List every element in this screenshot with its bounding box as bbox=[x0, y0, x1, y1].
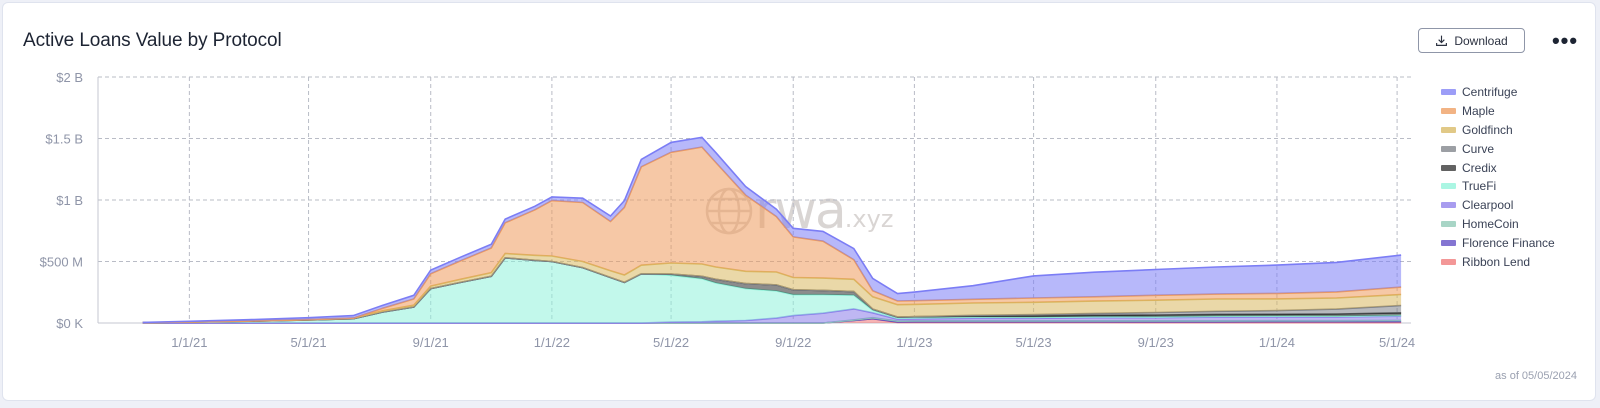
legend-item-ribbon-lend[interactable]: Ribbon Lend bbox=[1441, 252, 1555, 271]
legend-swatch bbox=[1441, 89, 1456, 96]
x-tick-label: 5/1/24 bbox=[1379, 335, 1415, 350]
legend-label: Credix bbox=[1462, 160, 1497, 175]
x-tick-label: 1/1/23 bbox=[896, 335, 932, 350]
legend-swatch bbox=[1441, 258, 1456, 265]
more-options-button[interactable]: ••• bbox=[1552, 30, 1578, 52]
legend-swatch bbox=[1441, 108, 1456, 115]
stacked-area-chart: $0 K $500 M $1 B $1.5 B $2 B 1/1/21 5/1/21 9/1/… bbox=[40, 70, 1416, 350]
legend-label: HomeCoin bbox=[1462, 216, 1519, 231]
x-tick-label: 5/1/21 bbox=[290, 335, 326, 350]
legend-label: TrueFi bbox=[1462, 179, 1497, 194]
x-tick-label: 5/1/22 bbox=[653, 335, 689, 350]
download-label: Download bbox=[1454, 33, 1508, 48]
legend-label: Clearpool bbox=[1462, 198, 1514, 213]
area-credix bbox=[142, 257, 1402, 323]
area-centrifuge bbox=[142, 137, 1402, 323]
legend-swatch bbox=[1441, 220, 1456, 227]
legend-item-curve[interactable]: Curve bbox=[1441, 139, 1555, 158]
x-tick-label: 9/1/23 bbox=[1138, 335, 1174, 350]
legend-swatch bbox=[1441, 164, 1456, 171]
legend-item-goldfinch[interactable]: Goldfinch bbox=[1441, 121, 1555, 140]
legend-item-truefi[interactable]: TrueFi bbox=[1441, 177, 1555, 196]
x-tick-label: 9/1/21 bbox=[413, 335, 449, 350]
legend-swatch bbox=[1441, 239, 1456, 246]
x-tick-label: 1/1/24 bbox=[1259, 335, 1295, 350]
chart-card: Active Loans Value by Protocol Download … bbox=[2, 2, 1596, 401]
legend-item-maple[interactable]: Maple bbox=[1441, 102, 1555, 121]
legend-label: Goldfinch bbox=[1462, 122, 1513, 137]
download-icon bbox=[1436, 35, 1448, 46]
legend-item-florence-finance[interactable]: Florence Finance bbox=[1441, 233, 1555, 252]
area-clearpool bbox=[142, 308, 1402, 323]
chart-title: Active Loans Value by Protocol bbox=[23, 30, 282, 51]
y-tick-label: $2 B bbox=[56, 70, 83, 85]
legend-item-centrifuge[interactable]: Centrifuge bbox=[1441, 83, 1555, 102]
legend-item-credix[interactable]: Credix bbox=[1441, 158, 1555, 177]
legend-swatch bbox=[1441, 183, 1456, 190]
watermark-suffix: .xyz bbox=[844, 205, 894, 233]
x-tick-label: 1/1/21 bbox=[171, 335, 207, 350]
legend-swatch bbox=[1441, 202, 1456, 209]
line-centrifuge bbox=[142, 136, 1402, 324]
y-tick-label: $500 M bbox=[40, 255, 83, 270]
download-button[interactable]: Download bbox=[1418, 28, 1525, 53]
legend-label: Florence Finance bbox=[1462, 235, 1555, 250]
x-tick-label: 9/1/22 bbox=[775, 335, 811, 350]
y-tick-label: $1.5 B bbox=[45, 132, 83, 147]
area-homecoin bbox=[142, 317, 1402, 323]
x-tick-label: 1/1/22 bbox=[534, 335, 570, 350]
legend-swatch bbox=[1441, 145, 1456, 152]
legend-label: Centrifuge bbox=[1462, 85, 1518, 100]
legend-item-clearpool[interactable]: Clearpool bbox=[1441, 196, 1555, 215]
chart-legend: Centrifuge Maple Goldfinch Curve Credix TrueF… bbox=[1441, 83, 1555, 271]
legend-label: Ribbon Lend bbox=[1462, 254, 1531, 269]
as-of-date: as of 05/05/2024 bbox=[1495, 370, 1577, 382]
legend-item-homecoin[interactable]: HomeCoin bbox=[1441, 215, 1555, 234]
y-tick-label: $1 B bbox=[56, 193, 83, 208]
area-goldfinch bbox=[142, 253, 1402, 323]
area-truefi bbox=[142, 257, 1402, 323]
y-tick-label: $0 K bbox=[56, 316, 83, 331]
legend-label: Maple bbox=[1462, 104, 1495, 119]
legend-label: Curve bbox=[1462, 141, 1495, 156]
x-tick-label: 5/1/23 bbox=[1016, 335, 1052, 350]
legend-swatch bbox=[1441, 126, 1456, 133]
area-maple bbox=[142, 147, 1402, 323]
